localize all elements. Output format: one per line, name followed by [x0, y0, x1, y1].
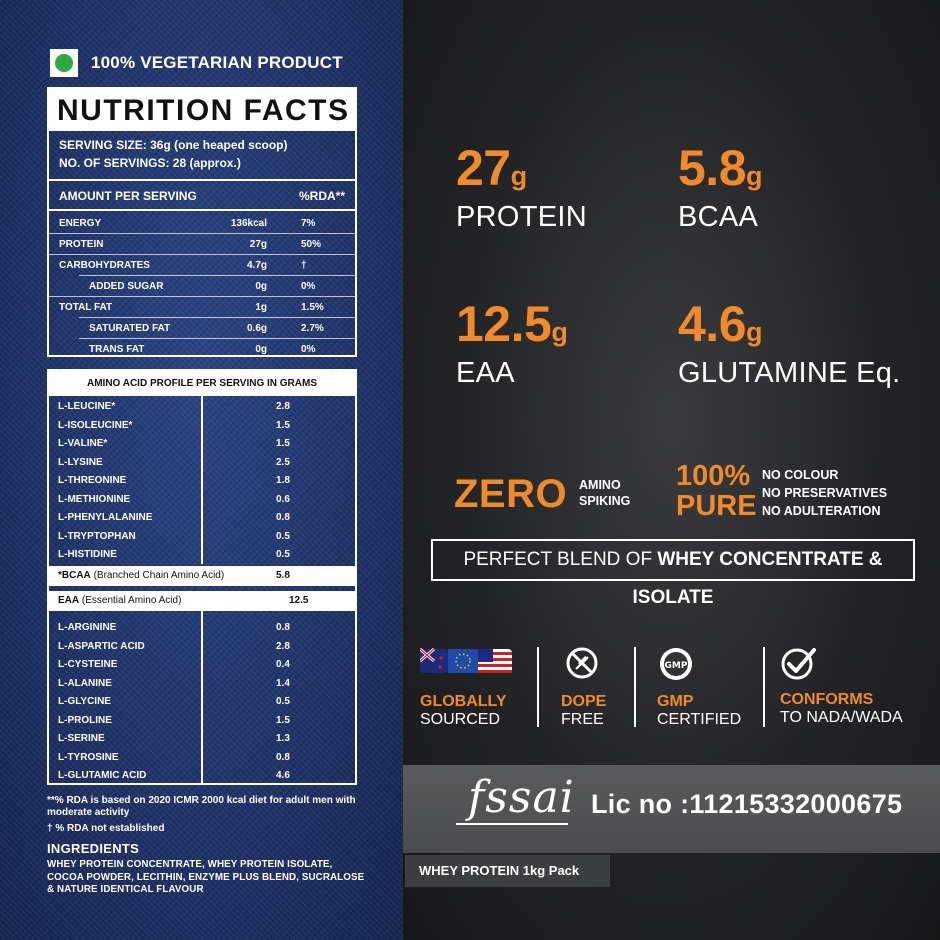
badge-subtext: TO NADA/WADA [780, 709, 903, 726]
claim-item: NO COLOUR [762, 468, 839, 482]
serving-size: SERVING SIZE: 36g (one heaped scoop) [59, 138, 288, 152]
gmp-seal-icon: GMP [660, 648, 692, 680]
vegetarian-mark: 100% VEGETARIAN PRODUCT [50, 48, 343, 78]
amino-row: L-ASPARTIC ACID 2.8 [58, 640, 290, 652]
eaa-row: EAA (Essential Amino Acid) 12.5 [49, 591, 355, 611]
amino-row: L-ARGININE 0.8 [58, 622, 290, 633]
badge-gmp-certified: GMP GMP CERTIFIED [657, 646, 741, 729]
badge-dope-free: DOPE FREE [561, 646, 606, 729]
badge-heading: GLOBALLY [420, 693, 507, 710]
nutrition-row: TOTAL FAT 1g 1.5% [59, 302, 324, 313]
blend-banner: PERFECT BLEND OF WHEY CONCENTRATE & ISOL… [431, 539, 915, 608]
pack-label: WHEY PROTEIN 1kg Pack [405, 855, 610, 887]
badge-divider [763, 647, 765, 727]
badge-divider [634, 647, 636, 727]
stat-glutamine: 4.6g GLUTAMINE Eq. [678, 296, 901, 389]
amino-row: L-HISTIDINE 0.5 [58, 549, 290, 560]
pure-label: 100% PURE [676, 460, 757, 522]
nutrition-row: ADDED SUGAR 0g 0% [89, 281, 316, 292]
nutrition-row: ENERGY 136kcal 7% [59, 218, 316, 229]
divider [49, 179, 355, 181]
amino-title: AMINO ACID PROFILE PER SERVING IN GRAMS [49, 371, 355, 396]
badge-heading: CONFORMS [780, 691, 874, 708]
check-circle-icon [781, 648, 816, 680]
fssai-bar [403, 765, 940, 853]
nutrition-facts-panel: NUTRITION FACTS SERVING SIZE: 36g (one h… [47, 87, 357, 357]
amino-acid-panel: AMINO ACID PROFILE PER SERVING IN GRAMS … [47, 369, 357, 785]
claim-item: NO PRESERVATIVES [762, 486, 888, 500]
badge-subtext: FREE [561, 711, 604, 728]
amino-row: L-VALINE* 1.5 [58, 438, 290, 449]
nutrition-row: TRANS FAT 0g 0% [89, 344, 316, 355]
claim-item: NO ADULTERATION [762, 504, 881, 518]
amino-row: L-METHIONINE 0.6 [58, 493, 290, 505]
amino-row: L-LEUCINE* 2.8 [58, 401, 290, 412]
pure-claims: NO COLOUR NO PRESERVATIVES NO ADULTERATI… [762, 466, 887, 520]
badge-heading: GMP [657, 693, 694, 710]
ingredients-text: WHEY PROTEIN CONCENTRATE, WHEY PROTEIN I… [47, 859, 365, 895]
stat-bcaa: 5.8g BCAA [678, 140, 763, 233]
stat-eaa: 12.5g EAA [456, 296, 568, 389]
nutrition-title: NUTRITION FACTS [49, 89, 355, 131]
rda-footnote: **% RDA is based on 2020 ICMR 2000 kcal … [47, 795, 356, 818]
amino-row: L-TYROSINE 0.8 [58, 751, 290, 763]
nutrition-row: SATURATED FAT 0.6g 2.7% [89, 323, 324, 334]
rda-header: %RDA** [299, 189, 346, 203]
license-number: Lic no :11215332000675 [591, 789, 903, 819]
fssai-logo: fssai [468, 772, 575, 823]
badge-heading: DOPE [561, 693, 607, 710]
zero-label: ZERO [454, 472, 568, 516]
ingredients-title: INGREDIENTS [47, 841, 140, 856]
amino-row: L-ALANINE 1.4 [58, 677, 290, 689]
amino-row: L-CYSTEINE 0.4 [58, 659, 290, 670]
veg-symbol-icon [50, 49, 78, 77]
vegetarian-label: 100% VEGETARIAN PRODUCT [91, 53, 343, 72]
amount-header: AMOUNT PER SERVING [59, 189, 197, 203]
divider [49, 209, 355, 211]
amino-row: L-THREONINE 1.8 [58, 475, 290, 486]
amino-spiking-label: AMINO SPIKING [579, 478, 631, 508]
no-syringe-icon [566, 647, 598, 679]
bcaa-row: *BCAA (Branched Chain Amino Acid) 5.8 [49, 566, 355, 586]
fssai-underline [456, 823, 568, 825]
servings-count: NO. OF SERVINGS: 28 (approx.) [59, 156, 241, 170]
amino-row: L-PROLINE 1.5 [58, 714, 290, 726]
badge-globally-sourced: GLOBALLY SOURCED [419, 646, 512, 729]
amino-row: L-ISOLEUCINE* 1.5 [58, 419, 290, 431]
amino-row: L-TRYPTOPHAN 0.5 [58, 530, 290, 542]
badge-subtext: CERTIFIED [657, 711, 742, 728]
amino-row: L-LYSINE 2.5 [58, 456, 290, 468]
nutrition-row: CARBOHYDRATES 4.7g † [59, 260, 307, 271]
badge-nada-wada: CONFORMS TO NADA/WADA [780, 646, 903, 727]
dagger-footnote: † % RDA not established [47, 823, 165, 834]
amino-row: L-SERINE 1.3 [58, 733, 290, 744]
badge-divider [537, 647, 539, 727]
badge-subtext: SOURCED [420, 711, 501, 728]
amino-row: L-GLUTAMIC ACID 4.6 [58, 770, 290, 781]
svg-text:GMP: GMP [665, 661, 688, 671]
amino-row: L-PHENYLALANINE 0.8 [58, 512, 290, 523]
flags-icon [419, 647, 512, 673]
nutrition-row: PROTEIN 27g 50% [59, 239, 322, 250]
amino-row: L-GLYCINE 0.5 [58, 696, 290, 707]
stat-protein: 27g PROTEIN [456, 140, 587, 233]
